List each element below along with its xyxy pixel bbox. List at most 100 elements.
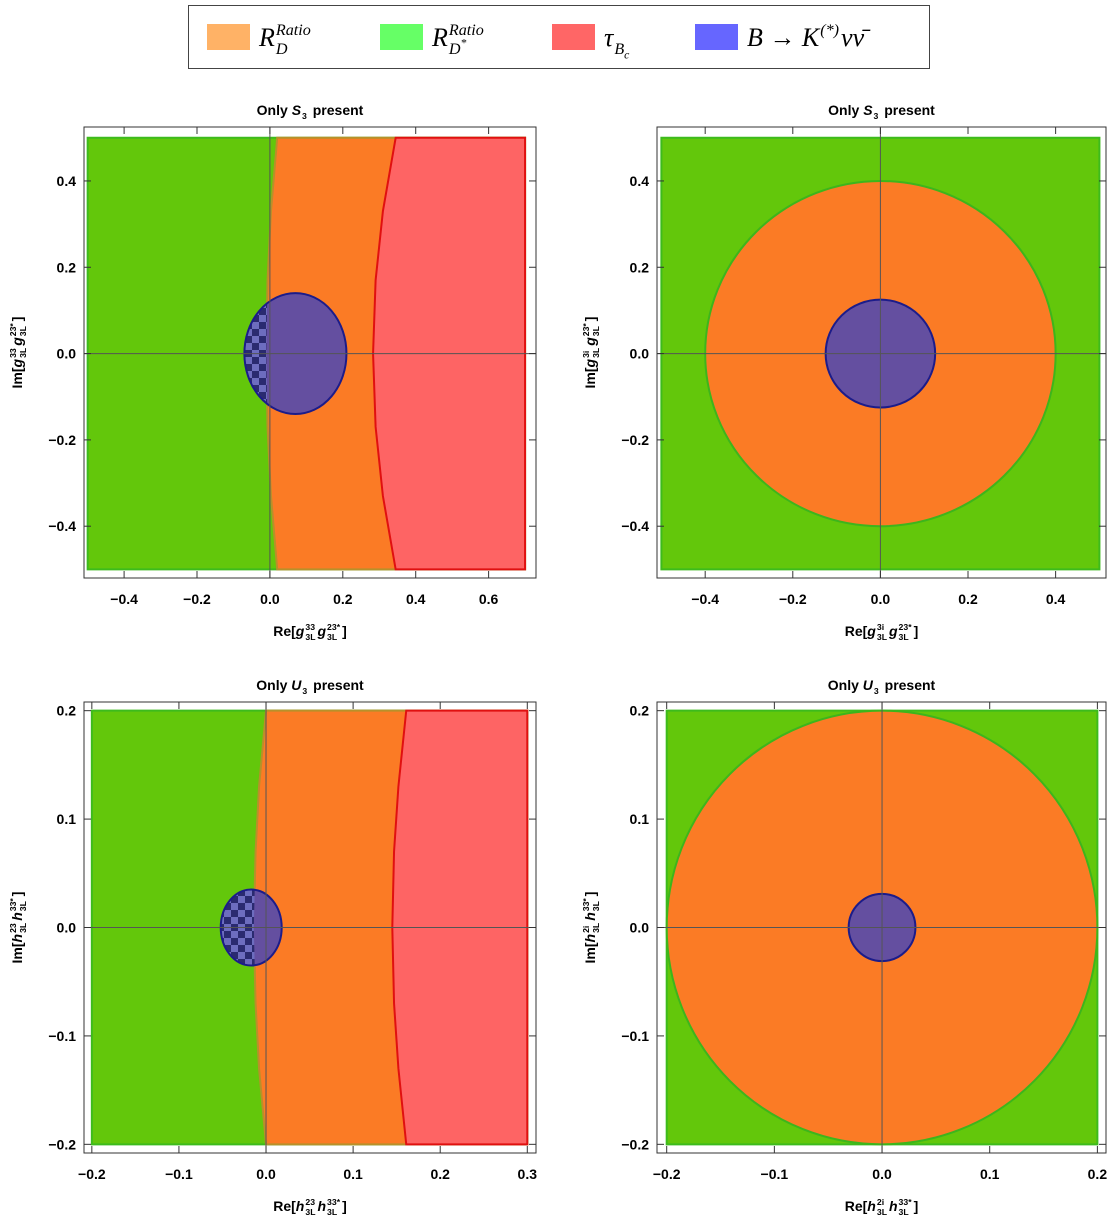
y-axis-label-part: g: [582, 358, 598, 368]
y-axis-label-part: ]: [9, 317, 25, 322]
y-axis-label-part: ]: [582, 317, 598, 322]
x-axis-label-part: 3L: [877, 632, 888, 642]
legend-label-part: R: [258, 23, 275, 52]
panel-title-part: present: [880, 102, 935, 118]
y-axis-label-part: Im[: [9, 367, 25, 388]
y-tick-label: 0.2: [57, 259, 77, 275]
x-tick-label: −0.1: [165, 1166, 193, 1182]
x-tick-label: 0.1: [980, 1166, 1000, 1182]
x-axis-label-part: ]: [914, 1198, 919, 1214]
legend-label-part: B → K: [747, 23, 821, 52]
frame: [656, 126, 1107, 579]
x-tick-label: 0.1: [343, 1166, 363, 1182]
y-axis-label-part: ]: [9, 892, 25, 897]
y-tick-label: 0.4: [630, 173, 650, 189]
x-axis-label-part: 33*: [327, 1197, 341, 1207]
y-tick-label: 0.0: [630, 346, 650, 362]
legend-swatch: [380, 24, 423, 50]
y-axis-label-part: g: [9, 337, 25, 347]
y-tick-label: 0.2: [630, 259, 650, 275]
y-tick-label: −0.4: [48, 518, 76, 534]
y-tick-label: 0.1: [57, 811, 77, 827]
panel-title-part: 3: [302, 111, 307, 121]
x-tick-label: 0.2: [958, 591, 978, 607]
y-tick-label: −0.4: [621, 518, 649, 534]
legend-label-part: D: [448, 41, 461, 58]
x-axis-label-part: Re[: [273, 1198, 296, 1214]
y-axis-label-part: 3L: [591, 922, 601, 933]
y-axis-label-part: h: [9, 934, 25, 943]
y-axis-label-part: 23*: [581, 323, 591, 337]
panel-title-part: U: [863, 677, 874, 693]
panel-title-part: S: [863, 102, 873, 118]
x-axis-label-part: 3L: [327, 1207, 338, 1216]
y-axis-label-part: 33*: [8, 898, 18, 912]
x-tick-label: 0.2: [1088, 1166, 1108, 1182]
panel-title-part: U: [291, 677, 302, 693]
x-tick-label: −0.4: [691, 591, 719, 607]
y-tick-label: 0.0: [57, 346, 77, 362]
legend-label-part: τ: [604, 23, 615, 52]
legend-label: R Ratio D *: [431, 22, 484, 58]
y-axis-label-part: 2i: [581, 926, 591, 933]
x-axis-label-part: g: [316, 623, 326, 639]
y-axis-label-part: g: [9, 358, 25, 368]
legend-label: R Ratio D: [258, 22, 311, 58]
y-tick-label: −0.2: [621, 432, 649, 448]
x-axis-label-part: h: [889, 1198, 898, 1214]
x-axis-label-part: 3L: [899, 632, 910, 642]
legend-label-part: (*): [820, 22, 839, 39]
x-axis-label-part: 3L: [899, 1207, 910, 1216]
x-axis-label-part: ]: [342, 1198, 347, 1214]
legend-label: B → K (*) νν̄: [747, 22, 871, 52]
x-axis-label-part: Re[: [845, 1198, 868, 1214]
x-tick-label: 0.0: [260, 591, 280, 607]
y-axis-label-part: ]: [582, 892, 598, 897]
panel-title-part: present: [881, 677, 936, 693]
panel-title-part: present: [309, 677, 364, 693]
y-axis-label-part: 3L: [591, 347, 601, 358]
x-tick-label: −0.2: [183, 591, 211, 607]
x-tick-label: −0.1: [761, 1166, 789, 1182]
frame: [83, 126, 537, 579]
legend-label-part: D: [275, 41, 288, 58]
panel-title-part: 3: [874, 686, 879, 696]
panel-title-part: Only: [257, 102, 292, 118]
x-axis-label-part: g: [866, 623, 876, 639]
y-axis-label-part: 33*: [581, 898, 591, 912]
panel: −0.2 −0.1 0.0 0.1 0.2 0.3 −0.2 −0.1 0.0 0.1 0.2 Onl…: [8, 677, 537, 1216]
legend-label-part: *: [461, 37, 467, 50]
legend-label-part: c: [624, 48, 630, 61]
x-axis-label-part: 23*: [327, 622, 341, 632]
y-axis-label-part: 33: [8, 348, 18, 358]
x-axis-label-part: 23: [305, 1197, 315, 1207]
x-axis-label-part: g: [295, 623, 305, 639]
x-axis-label-part: Re[: [273, 623, 296, 639]
x-axis-label-part: ]: [914, 623, 919, 639]
x-axis-label-part: ]: [342, 623, 347, 639]
y-axis-label-part: h: [582, 912, 598, 921]
y-tick-label: 0.1: [630, 811, 650, 827]
y-axis-label-part: Im[: [9, 942, 25, 963]
x-tick-label: 0.0: [872, 1166, 892, 1182]
x-axis-label-part: 3L: [327, 632, 338, 642]
legend-swatch: [552, 24, 595, 50]
y-tick-label: 0.0: [57, 920, 77, 936]
legend-swatch: [695, 24, 738, 50]
x-tick-label: 0.2: [333, 591, 353, 607]
y-tick-label: −0.1: [621, 1028, 649, 1044]
x-tick-label: 0.0: [256, 1166, 276, 1182]
